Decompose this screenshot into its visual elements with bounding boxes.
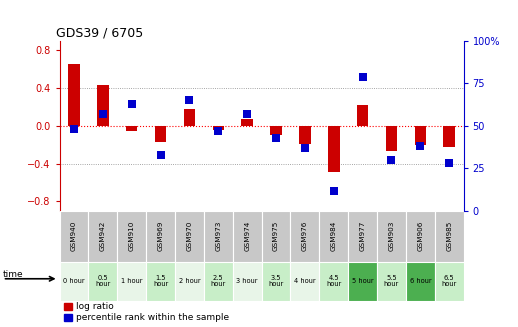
Text: 3 hour: 3 hour	[236, 278, 258, 284]
Bar	[262, 262, 291, 301]
Text: GSM976: GSM976	[302, 221, 308, 251]
Bar	[204, 262, 233, 301]
Text: GDS39 / 6705: GDS39 / 6705	[55, 27, 143, 40]
Bar	[299, 126, 311, 144]
Bar	[233, 262, 262, 301]
Bar	[319, 211, 348, 262]
Text: 5 hour: 5 hour	[352, 278, 373, 284]
Bar	[291, 211, 319, 262]
Text: GSM910: GSM910	[128, 221, 135, 251]
Text: GSM985: GSM985	[446, 221, 452, 251]
Text: GSM973: GSM973	[215, 221, 221, 251]
Text: 1 hour: 1 hour	[121, 278, 142, 284]
Point	[127, 101, 136, 106]
Point	[358, 74, 367, 79]
Point	[387, 157, 396, 163]
Text: 5.5
hour: 5.5 hour	[384, 275, 399, 287]
Legend: log ratio, percentile rank within the sample: log ratio, percentile rank within the sa…	[64, 302, 229, 322]
Text: 4.5
hour: 4.5 hour	[326, 275, 341, 287]
Text: GSM970: GSM970	[186, 221, 193, 251]
Text: 6 hour: 6 hour	[410, 278, 431, 284]
Point	[301, 146, 309, 151]
Text: 2 hour: 2 hour	[179, 278, 200, 284]
Text: GSM974: GSM974	[244, 221, 250, 251]
Bar	[270, 126, 282, 135]
Text: GSM942: GSM942	[100, 221, 106, 251]
Bar	[184, 109, 195, 126]
Bar	[155, 126, 166, 142]
Point	[70, 127, 78, 132]
Bar	[319, 262, 348, 301]
Bar	[348, 211, 377, 262]
Bar	[97, 85, 109, 126]
Point	[272, 135, 280, 140]
Bar	[406, 211, 435, 262]
Text: 0 hour: 0 hour	[63, 278, 85, 284]
Point	[416, 144, 424, 149]
Bar	[357, 105, 368, 126]
Bar	[175, 262, 204, 301]
Bar	[89, 211, 117, 262]
Bar	[60, 262, 89, 301]
Bar	[386, 126, 397, 151]
Bar	[146, 211, 175, 262]
Bar	[89, 262, 117, 301]
Bar	[68, 64, 80, 126]
Point	[214, 129, 222, 134]
Text: GSM977: GSM977	[359, 221, 366, 251]
Point	[243, 112, 251, 117]
Bar	[348, 262, 377, 301]
Text: GSM940: GSM940	[71, 221, 77, 251]
Text: 3.5
hour: 3.5 hour	[268, 275, 284, 287]
Bar	[291, 262, 319, 301]
Text: 2.5
hour: 2.5 hour	[211, 275, 226, 287]
Point	[99, 112, 107, 117]
Bar	[443, 126, 455, 147]
Bar	[414, 126, 426, 145]
Text: 0.5
hour: 0.5 hour	[95, 275, 110, 287]
Bar	[377, 211, 406, 262]
Bar	[435, 262, 464, 301]
Bar	[212, 126, 224, 130]
Point	[156, 152, 165, 157]
Point	[445, 161, 453, 166]
Bar	[435, 211, 464, 262]
Text: 4 hour: 4 hour	[294, 278, 315, 284]
Bar	[60, 211, 89, 262]
Text: GSM969: GSM969	[157, 221, 164, 251]
Text: time: time	[3, 270, 23, 279]
Bar	[328, 126, 339, 172]
Text: 6.5
hour: 6.5 hour	[441, 275, 457, 287]
Text: GSM906: GSM906	[418, 221, 423, 251]
Text: GSM975: GSM975	[273, 221, 279, 251]
Bar	[117, 211, 146, 262]
Bar	[241, 119, 253, 126]
Text: GSM903: GSM903	[388, 221, 395, 251]
Bar	[126, 126, 137, 130]
Bar	[233, 211, 262, 262]
Point	[185, 98, 194, 103]
Text: GSM984: GSM984	[330, 221, 337, 251]
Bar	[146, 262, 175, 301]
Bar	[204, 211, 233, 262]
Bar	[262, 211, 291, 262]
Text: 1.5
hour: 1.5 hour	[153, 275, 168, 287]
Bar	[406, 262, 435, 301]
Point	[329, 188, 338, 193]
Bar	[377, 262, 406, 301]
Bar	[175, 211, 204, 262]
Bar	[117, 262, 146, 301]
